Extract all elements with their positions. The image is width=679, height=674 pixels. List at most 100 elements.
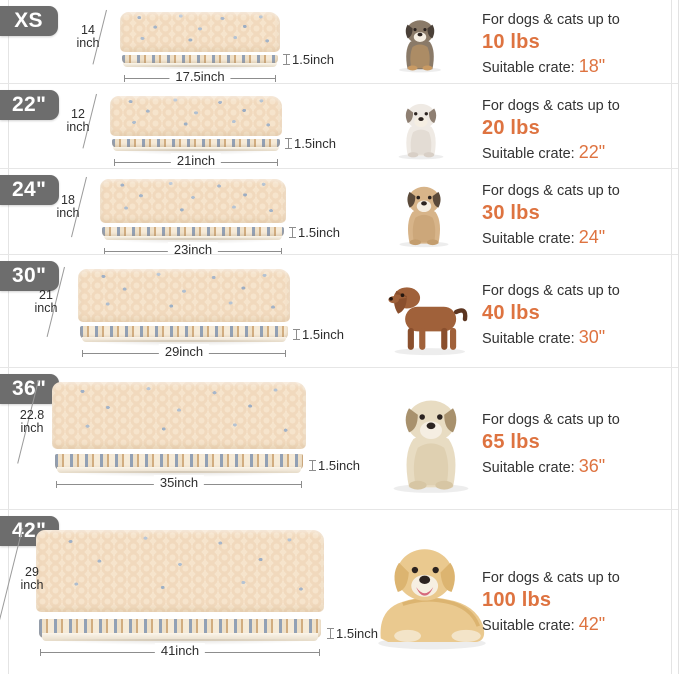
depth-label: 21 inch xyxy=(26,289,66,315)
bed-illustration-area: 17.5inch 14 inch 1.5inch xyxy=(0,0,370,83)
thickness-dimension: 1.5inch xyxy=(293,327,344,342)
width-dimension-line: 17.5inch xyxy=(124,69,276,83)
bed-body xyxy=(120,12,280,71)
bed-body xyxy=(100,179,286,244)
size-row: 30" 29inch 21 inch 1.5inch For dogs & cats u… xyxy=(0,255,678,368)
width-dimension-label: 35inch xyxy=(153,475,205,490)
thickness-dimension: 1.5inch xyxy=(283,52,334,67)
size-badge[interactable]: 24" xyxy=(0,175,60,205)
weight-value: 65 lbs xyxy=(482,431,540,453)
left-rule xyxy=(8,0,9,674)
thickness-label: 1.5inch xyxy=(298,225,340,240)
crate-prefix: Suitable crate: xyxy=(482,460,579,476)
bed-front-edge xyxy=(121,54,279,64)
pet-photo-ragdoll-cat xyxy=(380,94,462,160)
depth-unit: inch xyxy=(34,301,58,315)
width-dimension-line: 41inch xyxy=(40,643,320,658)
size-row: 24" 23inch 18 inch 1.5inch For dogs & cats u… xyxy=(0,169,678,255)
thickness-dimension: 1.5inch xyxy=(289,225,340,240)
depth-label: 14 inch xyxy=(68,24,108,50)
weight-value: 20 lbs xyxy=(482,117,540,139)
crate-line: Suitable crate: 42" xyxy=(482,613,664,637)
crate-size: 42" xyxy=(578,614,606,634)
size-badge[interactable]: 22" xyxy=(0,90,60,120)
pet-bed-image xyxy=(110,96,282,155)
bed-front-edge xyxy=(38,618,322,638)
depth-label: 12 inch xyxy=(58,108,98,134)
size-info: For dogs & cats up to 10 lbs Suitable crat… xyxy=(482,10,664,79)
bed-top-surface xyxy=(36,530,324,613)
crate-size: 30" xyxy=(578,327,606,347)
pet-photo-yorkshire-terrier-puppy xyxy=(380,11,460,73)
capacity-text: For dogs & cats up to xyxy=(482,412,620,428)
crate-line: Suitable crate: 18" xyxy=(482,55,664,79)
depth-unit: inch xyxy=(66,120,90,134)
size-info: For dogs & cats up to 20 lbs Suitable crat… xyxy=(482,96,664,165)
depth-value: 22.8 xyxy=(19,408,45,422)
bed-shadow xyxy=(84,340,284,346)
weight-value: 40 lbs xyxy=(482,302,540,324)
thickness-dimension: 1.5inch xyxy=(309,458,360,473)
crate-line: Suitable crate: 22" xyxy=(482,141,664,165)
size-info: For dogs & cats up to 100 lbs Suitable cra… xyxy=(482,568,664,637)
depth-value: 18 xyxy=(61,193,75,207)
width-dimension-line: 29inch xyxy=(82,344,286,359)
depth-unit: inch xyxy=(20,578,44,592)
bed-body xyxy=(110,96,282,155)
thickness-label: 1.5inch xyxy=(302,327,344,342)
weight-value: 100 lbs xyxy=(482,589,552,611)
bed-illustration-area: 41inch 29 inch 1.5inch xyxy=(0,510,378,674)
capacity-text: For dogs & cats up to xyxy=(482,283,620,299)
bed-shadow xyxy=(59,471,299,477)
size-row: 36" 35inch 22.8 inch 1.5inch For dogs & cats… xyxy=(0,368,678,510)
capacity-text: For dogs & cats up to xyxy=(482,183,620,199)
thickness-bar xyxy=(285,138,292,149)
weight-value: 30 lbs xyxy=(482,202,540,224)
width-dimension-label: 29inch xyxy=(158,344,210,359)
thickness-label: 1.5inch xyxy=(318,458,360,473)
bed-front-edge xyxy=(101,226,285,237)
weight-value: 10 lbs xyxy=(482,31,540,53)
bed-illustration-area: 21inch 12 inch 1.5inch xyxy=(0,84,370,168)
bed-illustration-area: 35inch 22.8 inch 1.5inch xyxy=(0,368,370,509)
bed-shadow xyxy=(115,149,277,155)
bed-front-edge xyxy=(54,454,304,470)
depth-label: 29 inch xyxy=(12,566,52,592)
crate-line: Suitable crate: 30" xyxy=(482,326,664,350)
pet-bed-image xyxy=(100,179,286,244)
pet-bed-image xyxy=(36,530,324,645)
bed-shadow xyxy=(124,65,276,71)
width-dimension-label: 41inch xyxy=(154,643,206,658)
depth-label: 22.8 inch xyxy=(12,409,52,435)
bed-shadow xyxy=(105,238,281,244)
size-badge[interactable]: 36" xyxy=(0,374,60,404)
bed-base xyxy=(113,147,279,151)
thickness-bar xyxy=(327,628,334,639)
bed-front-edge xyxy=(111,138,281,148)
size-row: 22" 21inch 12 inch 1.5inch For dogs & cats u… xyxy=(0,84,678,169)
size-info: For dogs & cats up to 30 lbs Suitable crat… xyxy=(482,181,664,250)
thickness-label: 1.5inch xyxy=(292,52,334,67)
width-dimension-label: 17.5inch xyxy=(169,69,231,83)
width-dimension-line: 35inch xyxy=(56,475,302,490)
bed-front-edge xyxy=(80,326,288,339)
pet-bed-image xyxy=(120,12,280,71)
bed-body xyxy=(78,269,290,346)
bed-body xyxy=(52,382,306,477)
bed-top-surface xyxy=(110,96,282,136)
crate-size: 18" xyxy=(578,56,606,76)
depth-unit: inch xyxy=(76,36,100,50)
thickness-label: 1.5inch xyxy=(336,626,378,641)
width-dimension-label: 23inch xyxy=(167,242,219,254)
width-dimension-line: 23inch xyxy=(104,242,282,254)
bed-base xyxy=(103,235,283,240)
pet-bed-image xyxy=(78,269,290,346)
thickness-dimension: 1.5inch xyxy=(285,136,336,151)
thickness-bar xyxy=(289,227,296,238)
size-badge[interactable]: XS xyxy=(0,6,58,36)
size-badge[interactable]: 30" xyxy=(0,261,60,291)
depth-label: 18 inch xyxy=(48,194,88,220)
bed-illustration-area: 23inch 18 inch 1.5inch xyxy=(0,169,370,254)
depth-value: 29 xyxy=(25,565,39,579)
crate-prefix: Suitable crate: xyxy=(482,618,579,634)
